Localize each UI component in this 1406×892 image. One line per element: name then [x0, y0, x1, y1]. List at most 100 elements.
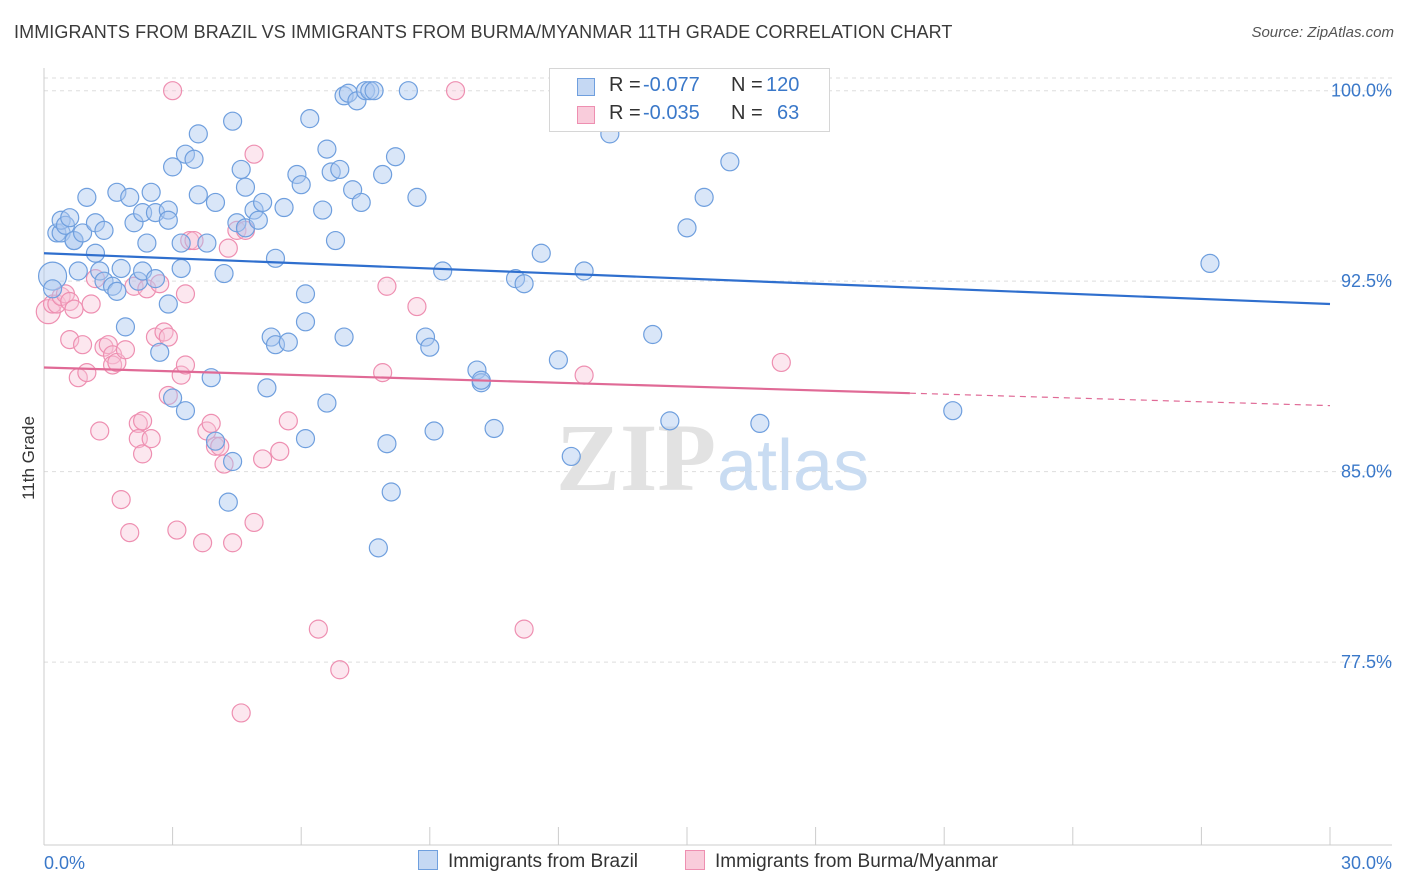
bottom-legend-brazil: Immigrants from Brazil [418, 850, 638, 878]
burma-point [98, 335, 118, 355]
x-tick-label: 30.0% [1341, 853, 1392, 873]
brazil-point [158, 200, 178, 220]
burma-point [193, 533, 213, 553]
burma-point [373, 363, 393, 383]
brazil-point [295, 312, 316, 332]
burma-point [175, 284, 196, 304]
brazil-point [424, 421, 444, 441]
legend-n-value-burma: 63 [777, 102, 800, 124]
brazil-point [257, 378, 277, 398]
brazil-point [433, 261, 453, 281]
y-tick-labels: 100.0% 92.5% 85.0% 77.5% [1331, 81, 1392, 672]
y-axis-label: 11th Grade [19, 416, 38, 500]
burma-point [115, 340, 136, 360]
series-burma-points [35, 81, 791, 723]
brazil-point [184, 149, 204, 169]
brazil-point [360, 81, 380, 101]
burma-point [574, 365, 594, 385]
brazil-point [72, 223, 93, 243]
burma-point [81, 294, 101, 314]
correlation-legend: R = -0.077 N = 120 R = -0.035 N = 63 [549, 68, 830, 132]
brazil-point [68, 261, 88, 281]
brazil-point [265, 248, 286, 268]
trend-lines [43, 252, 1331, 407]
burma-point [163, 81, 183, 101]
brazil-point [60, 208, 80, 228]
burma-point [175, 355, 196, 375]
burma-point [60, 329, 80, 350]
legend-r-value-brazil: -0.077 [643, 74, 700, 96]
chart-title: IMMIGRANTS FROM BRAZIL VS IMMIGRANTS FRO… [14, 22, 953, 42]
brazil-point [278, 332, 298, 352]
brazil-point [158, 294, 178, 314]
brazil-point [163, 157, 183, 177]
burma-point [64, 299, 84, 319]
legend-r-value-burma: -0.035 [643, 102, 700, 124]
brazil-point [223, 111, 243, 131]
brazil-point [514, 274, 534, 294]
burma-point [223, 533, 243, 553]
brazil-point [330, 159, 350, 180]
brazil-point [188, 124, 208, 144]
burma-point [205, 436, 226, 456]
brazil-point [531, 243, 551, 263]
brazil-point [120, 187, 140, 207]
brazil-point [107, 281, 127, 301]
x-tick-label: 0.0% [44, 853, 85, 873]
burma-point [771, 352, 791, 373]
brazil-point [291, 175, 311, 195]
legend-row-brazil: R = -0.077 N = 120 [550, 73, 829, 101]
brazil-point [325, 230, 346, 251]
legend-n-label: N = [731, 102, 763, 124]
y-tick-label: 100.0% [1331, 81, 1392, 101]
brazil-point [205, 431, 226, 451]
brazil-point [205, 192, 226, 213]
burma-point [407, 296, 427, 317]
burma-point [445, 81, 466, 101]
brazil-point [295, 429, 316, 449]
brazil-point [141, 182, 161, 202]
burma-point [132, 444, 153, 464]
brazil-point [720, 152, 740, 172]
burma-point [514, 619, 534, 639]
burma-point [330, 660, 350, 680]
burma-point [308, 619, 328, 639]
brazil-point [660, 411, 680, 431]
brazil-point [677, 218, 697, 238]
brazil-point [145, 269, 166, 289]
legend-r-label: R = [609, 74, 641, 96]
y-tick-label: 77.5% [1341, 652, 1392, 672]
burma-point [270, 441, 290, 461]
bottom-legend-swatch-burma [685, 850, 705, 870]
brazil-point [171, 258, 191, 279]
y-tick-label: 85.0% [1341, 462, 1392, 482]
brazil-point [351, 192, 371, 213]
brazil-point [274, 197, 294, 218]
brazil-point [368, 538, 388, 558]
legend-n-label: N = [731, 74, 763, 96]
brazil-point [407, 187, 427, 207]
burma-point [167, 520, 187, 540]
brazil-point [313, 200, 333, 220]
trend-line-burma [43, 366, 910, 395]
brazil-point [694, 187, 714, 207]
x-tick-labels: 0.0% 30.0% [44, 853, 1392, 873]
legend-row-burma: R = -0.035 N = 63 [550, 101, 829, 129]
y-tick-label: 92.5% [1341, 271, 1392, 291]
burma-point [77, 363, 97, 383]
brazil-point [300, 109, 320, 129]
brazil-point [317, 393, 337, 413]
brazil-point [163, 388, 183, 408]
legend-n-value-brazil: 120 [766, 74, 800, 96]
brazil-point [85, 243, 106, 263]
legend-swatch-burma [577, 106, 595, 124]
brazil-point [574, 261, 594, 281]
brazil-point [317, 139, 337, 159]
brazil-point [115, 317, 136, 337]
burma-point [231, 703, 251, 723]
brazil-point [188, 185, 208, 205]
brazil-point [420, 337, 440, 357]
burma-point [377, 276, 397, 296]
trend-line-burma-extrapolated [909, 392, 1331, 407]
